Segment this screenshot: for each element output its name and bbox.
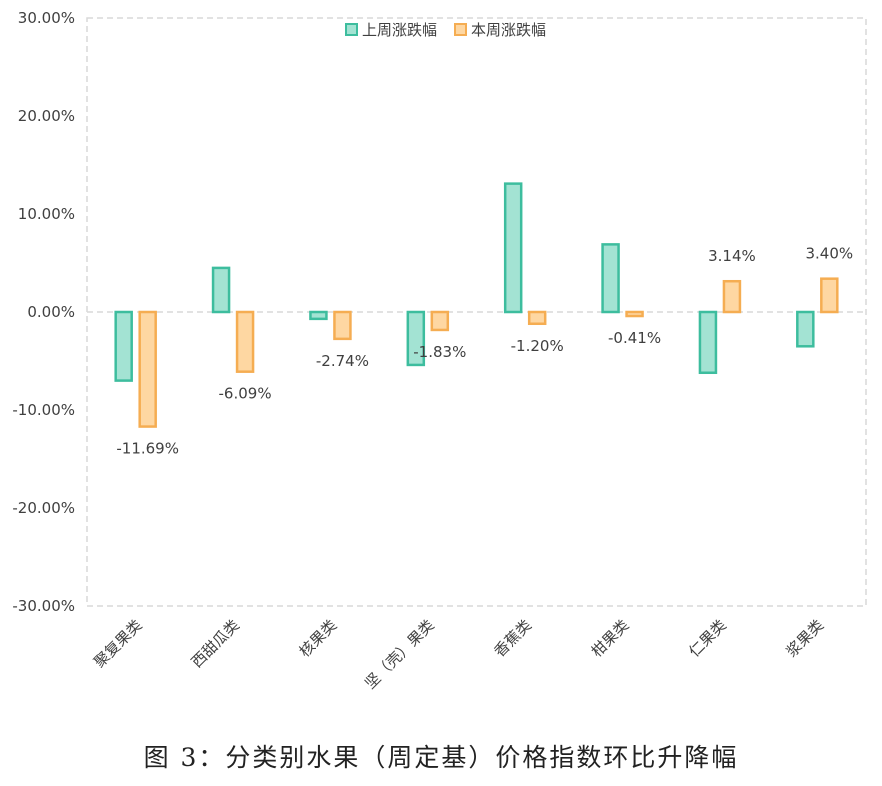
data-label: -1.83% [413,343,466,361]
legend-label-1: 上周涨跌幅 [362,21,437,39]
y-tick-label: 0.00% [27,303,75,321]
bar-series2 [820,277,839,314]
bar-series2 [722,279,742,314]
bar-series1 [309,310,328,321]
data-label: -6.09% [219,385,272,403]
y-tick-label: -20.00% [12,499,75,517]
y-tick-label: 20.00% [18,107,75,125]
x-tick-label: 核果类 [296,616,341,661]
x-tick-label: 坚（壳）果类 [361,616,437,692]
x-tick-label: 西甜瓜类 [188,616,243,671]
x-tick-label: 香蕉类 [490,616,535,661]
bar-series2 [235,310,255,373]
data-label: 3.40% [805,245,853,263]
y-tick-label: -30.00% [12,597,75,615]
x-tick-label: 柑果类 [588,616,633,661]
bar-series1 [796,310,815,348]
data-label: 3.14% [708,247,756,265]
legend-label-2: 本周涨跌幅 [471,21,546,39]
data-label: -11.69% [116,440,179,458]
legend-swatch-2 [454,23,467,36]
bar-series2 [333,310,352,341]
y-tick-label: 10.00% [18,205,75,223]
data-label: -0.41% [608,329,661,347]
legend-swatch-1 [345,23,358,36]
bar-series2 [430,310,450,332]
bar-series1 [601,243,620,314]
bar-series2 [625,310,644,318]
bar-series1 [503,182,523,314]
chart-caption: 图 3：分类别水果（周定基）价格指数环比升降幅 [143,743,739,772]
bar-series1 [698,310,718,375]
bar-series1 [406,310,426,367]
bar-series1 [114,310,133,382]
x-tick-label: 聚复果类 [90,616,145,671]
x-tick-label: 仁果类 [685,616,730,661]
y-tick-label: -10.00% [12,401,75,419]
bar-series2 [527,310,547,326]
data-label: -2.74% [316,352,369,370]
y-tick-label: 30.00% [18,9,75,27]
data-label: -1.20% [511,337,564,355]
bar-series1 [211,266,231,314]
bar-series2 [138,310,157,428]
x-tick-label: 浆果类 [783,616,828,661]
